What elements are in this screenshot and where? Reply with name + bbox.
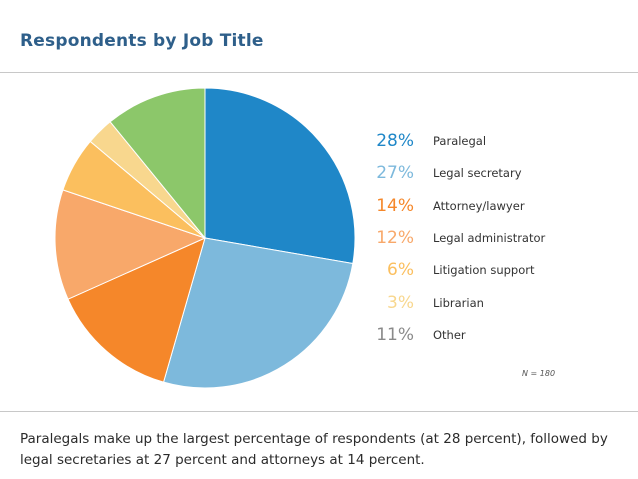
pie-slice-attorney-lawyer bbox=[67, 237, 206, 383]
legend-percent: 6% bbox=[387, 260, 414, 281]
legend-label: Litigation support bbox=[433, 263, 535, 278]
legend-label: Legal secretary bbox=[433, 166, 522, 181]
legend-percent: 14% bbox=[376, 195, 414, 216]
pie-slice-paralegal bbox=[204, 87, 356, 265]
legend-item-litigation-support: 6% Litigation support bbox=[360, 257, 580, 283]
legend-label: Legal administrator bbox=[433, 230, 546, 245]
legend-percent: 27% bbox=[376, 163, 414, 184]
pie-slice-legal-secretary bbox=[162, 237, 354, 389]
legend-item-legal-secretary: 27% Legal secretary bbox=[360, 160, 580, 186]
pie-slice-other bbox=[109, 87, 206, 240]
legend-label: Other bbox=[433, 327, 466, 342]
legend-percent: 3% bbox=[387, 292, 414, 313]
bottom-divider bbox=[0, 411, 638, 412]
legend-item-legal-administrator: 12% Legal administrator bbox=[360, 225, 580, 251]
legend-percent: 12% bbox=[376, 227, 414, 248]
legend-item-other: 11% Other bbox=[360, 322, 580, 348]
sample-size-note: N = 180 bbox=[522, 369, 556, 378]
legend-label: Paralegal bbox=[433, 134, 487, 148]
caption: Paralegals make up the largest percentag… bbox=[20, 431, 608, 468]
legend-label: Attorney/lawyer bbox=[433, 198, 525, 213]
legend-percent: 28% bbox=[376, 131, 414, 151]
chart-title: Respondents by Job Title bbox=[20, 31, 264, 51]
legend-item-librarian: 3% Librarian bbox=[360, 290, 580, 316]
legend-label: Librarian bbox=[433, 295, 484, 310]
top-divider bbox=[0, 72, 638, 73]
legend-percent: 11% bbox=[376, 324, 414, 345]
legend-item-attorney-lawyer: 14% Attorney/lawyer bbox=[360, 193, 580, 219]
pie-slice-legal-administrator bbox=[54, 189, 207, 300]
legend-item-paralegal: 28% Paralegal bbox=[360, 128, 580, 154]
